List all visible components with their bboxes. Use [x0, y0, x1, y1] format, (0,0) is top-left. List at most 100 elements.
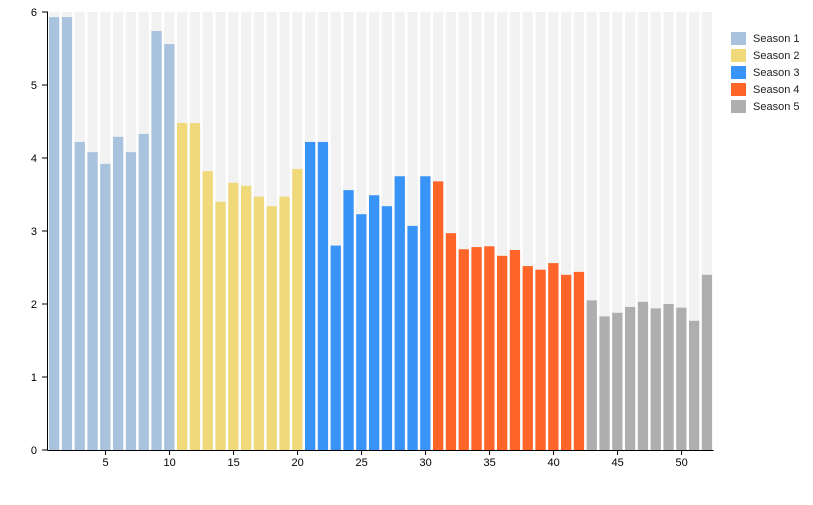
- bar-season-3-24: [343, 190, 354, 450]
- background-column: [458, 12, 469, 450]
- legend-swatch: [731, 49, 746, 62]
- legend-item: Season 4: [731, 81, 799, 98]
- background-column: [535, 12, 546, 450]
- background-column: [663, 12, 674, 450]
- legend-label: Season 1: [753, 32, 800, 45]
- bar-season-4-38: [522, 266, 533, 450]
- bar-season-2-11: [177, 122, 188, 451]
- bar-season-1-3: [74, 141, 85, 450]
- bar-season-1-8: [138, 133, 149, 450]
- bar-season-4-34: [471, 247, 482, 450]
- bar-season-4-39: [535, 269, 546, 450]
- bar-season-2-14: [215, 201, 226, 450]
- legend-item: Season 3: [731, 64, 799, 81]
- bar-season-5-52: [701, 274, 713, 450]
- legend-label: Season 3: [753, 66, 800, 79]
- bar-season-1-6: [113, 136, 124, 450]
- bar-season-4-42: [573, 271, 585, 450]
- bar-season-5-46: [625, 306, 636, 450]
- bar-season-2-18: [266, 206, 277, 450]
- legend: Season 1 Season 2 Season 3 Season 4 Season 5: [731, 30, 799, 115]
- bar-season-3-21: [305, 141, 316, 450]
- background-column: [701, 12, 713, 450]
- bar-season-2-12: [189, 122, 201, 451]
- background-column: [509, 12, 521, 450]
- bar-season-4-35: [484, 246, 495, 450]
- legend-swatch: [731, 32, 746, 45]
- bar-season-5-49: [663, 304, 674, 450]
- bar-season-2-13: [202, 171, 213, 450]
- bar-season-1-5: [100, 163, 111, 450]
- x-tick-label: 10: [163, 457, 175, 469]
- bar-season-2-15: [228, 182, 239, 450]
- legend-label: Season 5: [753, 100, 800, 113]
- bar-season-3-30: [420, 176, 431, 450]
- bar-season-5-44: [599, 316, 610, 450]
- bar-season-1-7: [125, 152, 137, 450]
- bar-season-3-29: [407, 225, 418, 450]
- bar-season-5-51: [689, 320, 700, 450]
- bar-season-3-27: [381, 206, 393, 450]
- background-column: [330, 12, 341, 450]
- background-column: [445, 12, 457, 450]
- bar-season-1-2: [61, 17, 73, 451]
- legend-item: Season 1: [731, 30, 799, 47]
- x-tick-label: 45: [611, 457, 623, 469]
- bar-season-3-23: [330, 245, 341, 450]
- background-column: [612, 12, 623, 450]
- bar-season-3-22: [317, 141, 329, 450]
- bar-season-5-47: [637, 301, 649, 450]
- x-tick-label: 15: [227, 457, 239, 469]
- bar-season-4-41: [561, 274, 572, 450]
- legend-label: Season 2: [753, 49, 800, 62]
- bar-season-4-37: [509, 249, 521, 450]
- y-tick-label: 2: [31, 299, 37, 311]
- y-tick-label: 0: [31, 445, 37, 457]
- background-column: [637, 12, 649, 450]
- background-column: [561, 12, 572, 450]
- x-tick-label: 25: [355, 457, 367, 469]
- x-tick-label: 30: [419, 457, 431, 469]
- legend-swatch: [731, 100, 746, 113]
- bar-season-3-25: [356, 214, 367, 450]
- y-tick-label: 3: [31, 226, 37, 238]
- background-column: [573, 12, 585, 450]
- background-column: [599, 12, 610, 450]
- background-column: [625, 12, 636, 450]
- bar-season-4-33: [458, 249, 469, 450]
- bar-season-5-43: [586, 300, 597, 450]
- bar-season-1-4: [87, 152, 98, 450]
- bar-season-2-19: [279, 196, 290, 450]
- bar-season-3-28: [394, 176, 405, 450]
- background-column: [548, 12, 559, 450]
- background-column: [676, 12, 687, 450]
- background-column: [497, 12, 508, 450]
- bar-season-3-26: [369, 195, 380, 450]
- bar-season-5-50: [676, 307, 687, 450]
- y-tick-label: 6: [31, 7, 37, 19]
- bar-season-1-1: [49, 17, 60, 451]
- bar-season-4-36: [497, 255, 508, 450]
- bar-season-4-40: [548, 263, 559, 450]
- x-tick-label: 20: [291, 457, 303, 469]
- y-tick-label: 4: [31, 153, 37, 165]
- background-column: [689, 12, 700, 450]
- bar-season-2-17: [253, 196, 265, 450]
- x-tick-label: 50: [675, 457, 687, 469]
- bar-season-5-48: [650, 308, 661, 450]
- y-tick-label: 5: [31, 80, 37, 92]
- legend-label: Season 4: [753, 83, 800, 96]
- bar-season-2-20: [292, 168, 303, 450]
- x-tick-label: 40: [547, 457, 559, 469]
- bar-season-1-10: [164, 44, 175, 451]
- legend-item: Season 5: [731, 98, 799, 115]
- legend-item: Season 2: [731, 47, 799, 64]
- background-column: [484, 12, 495, 450]
- background-column: [471, 12, 482, 450]
- bar-season-4-32: [445, 233, 457, 450]
- background-column: [522, 12, 533, 450]
- background-column: [650, 12, 661, 450]
- legend-swatch: [731, 83, 746, 96]
